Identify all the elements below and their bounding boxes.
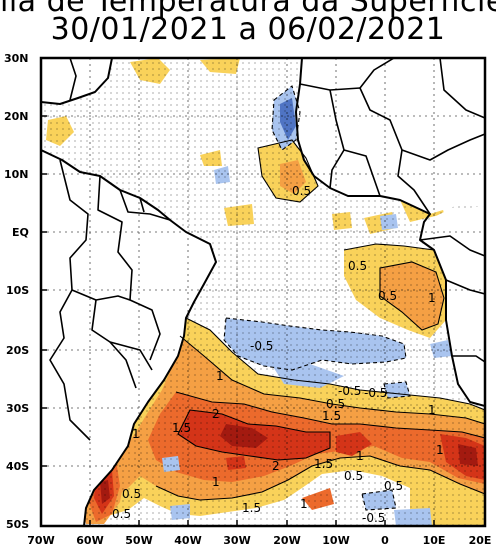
contour-label: 1 — [132, 427, 140, 441]
contour-label: 1.5 — [242, 501, 261, 515]
contour-label: 0.5 — [112, 507, 131, 521]
longitude-labels: 70W 60W 50W 40W 30W 20W 10W 0 10E 20E — [27, 534, 491, 547]
contour-label: 0.5 — [122, 487, 141, 501]
contour-label: -0.5 — [364, 386, 387, 400]
lon-label: 50W — [125, 534, 152, 547]
contour-label: 1 — [212, 475, 220, 489]
lon-label: 20W — [273, 534, 300, 547]
lat-label: 30N — [4, 52, 29, 65]
lat-label: 40S — [6, 460, 29, 473]
contour-label: 1 — [428, 403, 436, 417]
contour-label: 1 — [428, 291, 436, 305]
contour-label: 0.5 — [384, 479, 403, 493]
lon-label: 0 — [381, 534, 389, 547]
tick-marks — [40, 57, 486, 526]
lon-label: 10W — [322, 534, 349, 547]
contour-label: 0.5 — [378, 289, 397, 303]
graticule — [41, 58, 485, 526]
contour-label: 2 — [212, 407, 220, 421]
lon-label: 60W — [76, 534, 103, 547]
country-borders — [49, 58, 485, 441]
lat-label: 20S — [6, 344, 29, 357]
contour-label: -0.5 — [250, 339, 273, 353]
lat-label: EQ — [12, 226, 29, 239]
title-line-1: lia de Temperatura da Superfície — [0, 0, 496, 19]
contour-label: 1 — [300, 497, 308, 511]
contour-label: 1 — [436, 443, 444, 457]
lat-label: 50S — [6, 518, 29, 531]
contour-label: -0.5 — [362, 511, 385, 525]
contour-label: 1.5 — [314, 457, 333, 471]
contour-label: 1 — [216, 369, 224, 383]
contour-label: 2 — [272, 459, 280, 473]
lon-label: 40W — [174, 534, 201, 547]
contour-label: 0.5 — [326, 397, 345, 411]
land-masses — [41, 58, 485, 526]
lon-label: 30W — [223, 534, 250, 547]
positive-contours — [41, 77, 485, 501]
contour-label: 1.5 — [172, 421, 191, 435]
lon-label: 20E — [469, 534, 492, 547]
contour-label: 0.5 — [348, 259, 367, 273]
map-frame — [39, 56, 487, 528]
lat-label: 10S — [6, 284, 29, 297]
contour-labels: 0.5 0.5 0.5 1 -0.5 1 -0.5 -0.5 2 1.5 0.5… — [112, 184, 444, 525]
lon-label: 70W — [27, 534, 54, 547]
negative-contours — [223, 85, 411, 511]
contour-label: 0.5 — [292, 184, 311, 198]
lat-label: 20N — [4, 110, 29, 123]
contour-label: 1.5 — [322, 409, 341, 423]
lat-label: 30S — [6, 402, 29, 415]
contour-label: -0.5 — [338, 384, 361, 398]
lon-label: 10E — [423, 534, 446, 547]
contour-label: 1 — [356, 449, 364, 463]
latitude-labels: 30N 20N 10N EQ 10S 20S 30S 40S 50S — [4, 52, 29, 531]
title-line-2: 30/01/2021 a 06/02/2021 — [50, 12, 446, 47]
contour-label: 0.5 — [344, 469, 363, 483]
lat-label: 10N — [4, 168, 29, 181]
